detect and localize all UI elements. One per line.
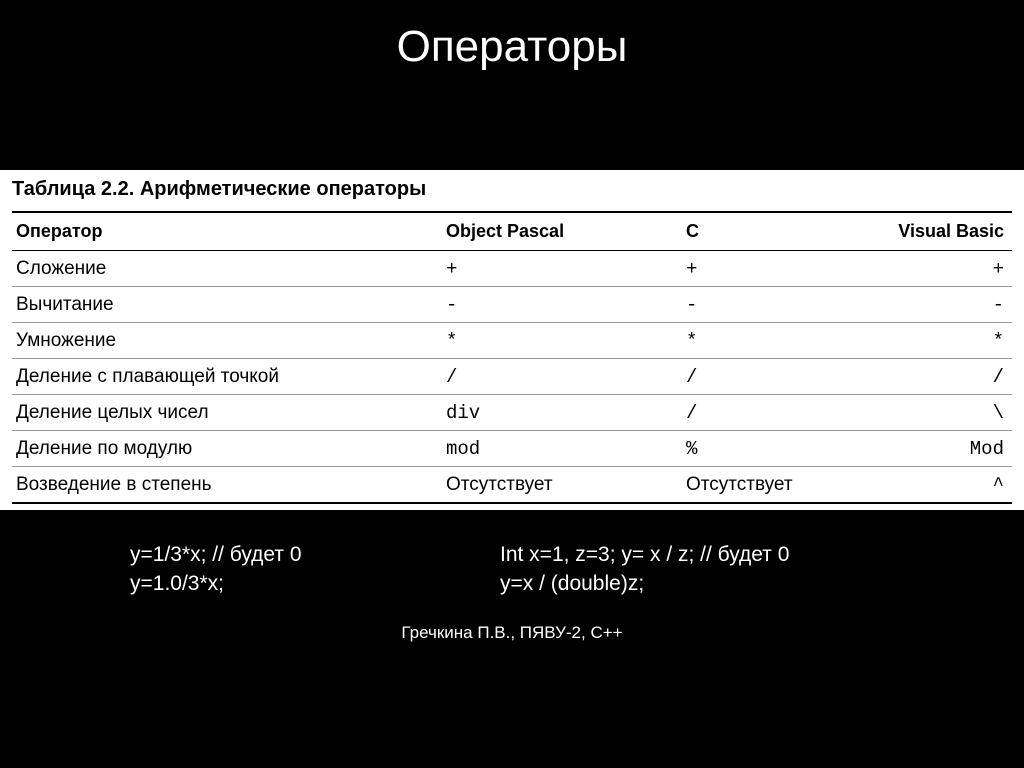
col-header-c: C — [682, 212, 852, 251]
table-row: Деление целых чиселdiv/\ — [12, 395, 1012, 431]
example-line: y=1.0/3*x; — [130, 569, 500, 598]
cell-pascal: - — [442, 287, 682, 323]
cell-vb: - — [852, 287, 1012, 323]
cell-operator: Сложение — [12, 251, 442, 287]
cell-c: + — [682, 251, 852, 287]
table-row: Вычитание--- — [12, 287, 1012, 323]
table-row: Сложение+++ — [12, 251, 1012, 287]
cell-pascal: div — [442, 395, 682, 431]
example-right: Int x=1, z=3; y= x / z; // будет 0 y=x /… — [500, 540, 1024, 599]
code-examples: y=1/3*x; // будет 0 y=1.0/3*x; Int x=1, … — [0, 540, 1024, 599]
cell-pascal: * — [442, 323, 682, 359]
cell-operator: Деление целых чисел — [12, 395, 442, 431]
cell-c: / — [682, 359, 852, 395]
operators-table-container: Таблица 2.2. Арифметические операторы Оп… — [0, 170, 1024, 510]
cell-pascal: Отсутствует — [442, 467, 682, 504]
cell-operator: Деление по модулю — [12, 431, 442, 467]
table-row: Умножение*** — [12, 323, 1012, 359]
slide-title: Операторы — [0, 0, 1024, 102]
cell-c: * — [682, 323, 852, 359]
example-left: y=1/3*x; // будет 0 y=1.0/3*x; — [130, 540, 500, 599]
cell-c: % — [682, 431, 852, 467]
cell-vb: / — [852, 359, 1012, 395]
cell-operator: Возведение в степень — [12, 467, 442, 504]
col-header-pascal: Object Pascal — [442, 212, 682, 251]
table-caption: Таблица 2.2. Арифметические операторы — [12, 178, 1012, 211]
cell-operator: Деление с плавающей точкой — [12, 359, 442, 395]
example-line: Int x=1, z=3; y= x / z; // будет 0 — [500, 540, 1024, 569]
cell-pascal: / — [442, 359, 682, 395]
cell-vb: + — [852, 251, 1012, 287]
cell-c: - — [682, 287, 852, 323]
table-row: Деление по модулюmod%Mod — [12, 431, 1012, 467]
cell-vb: * — [852, 323, 1012, 359]
col-header-vb: Visual Basic — [852, 212, 1012, 251]
cell-pascal: + — [442, 251, 682, 287]
cell-vb: \ — [852, 395, 1012, 431]
table-header-row: Оператор Object Pascal C Visual Basic — [12, 212, 1012, 251]
cell-operator: Умножение — [12, 323, 442, 359]
table-body: Сложение+++Вычитание---Умножение***Делен… — [12, 251, 1012, 504]
cell-c: / — [682, 395, 852, 431]
operators-table: Оператор Object Pascal C Visual Basic Сл… — [12, 211, 1012, 504]
cell-c: Отсутствует — [682, 467, 852, 504]
table-row: Деление с плавающей точкой/// — [12, 359, 1012, 395]
col-header-operator: Оператор — [12, 212, 442, 251]
table-row: Возведение в степеньОтсутствуетОтсутству… — [12, 467, 1012, 504]
cell-pascal: mod — [442, 431, 682, 467]
cell-vb: Mod — [852, 431, 1012, 467]
slide-footer: Гречкина П.В., ПЯВУ-2, С++ — [0, 623, 1024, 643]
cell-operator: Вычитание — [12, 287, 442, 323]
cell-vb: ^ — [852, 467, 1012, 504]
example-line: y=1/3*x; // будет 0 — [130, 540, 500, 569]
example-line: y=x / (double)z; — [500, 569, 1024, 598]
